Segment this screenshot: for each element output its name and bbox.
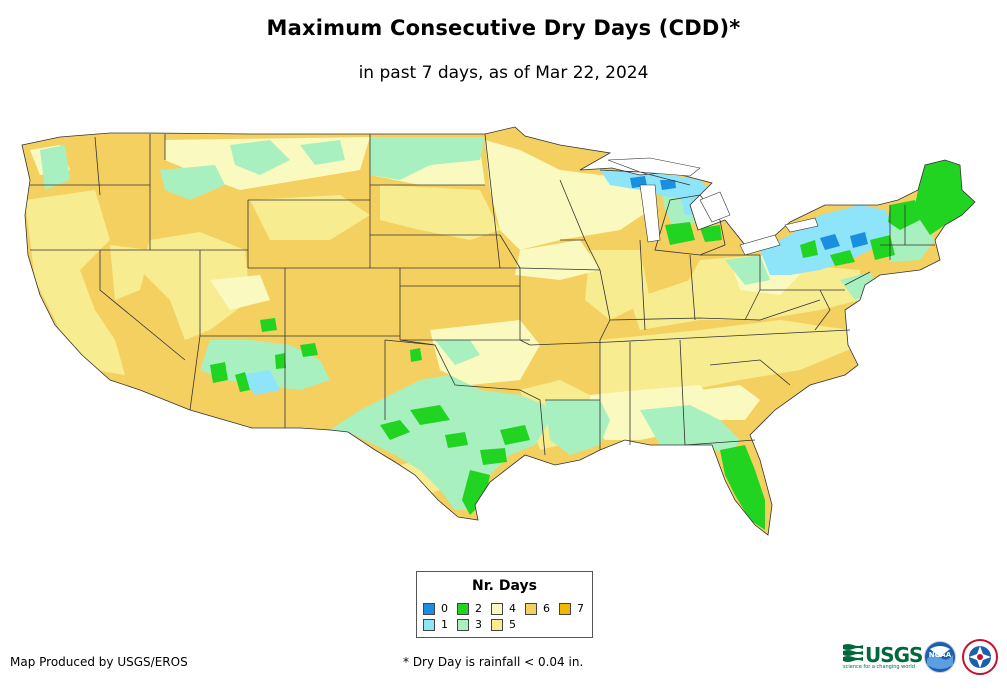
legend-swatch-7 [559, 603, 571, 615]
legend-label-3: 3 [475, 618, 482, 631]
legend-swatch-3 [457, 619, 469, 631]
legend-label-0: 0 [441, 602, 448, 615]
usgs-logo-text: USGS [865, 643, 923, 667]
legend-swatch-2 [457, 603, 469, 615]
legend-label-2: 2 [475, 602, 482, 615]
producer-credit: Map Produced by USGS/EROS [10, 655, 188, 669]
dry-day-footnote: * Dry Day is rainfall < 0.04 in. [403, 655, 584, 669]
usgs-wave-icon [843, 644, 863, 662]
noaa-logo: NOAA [924, 641, 956, 673]
map-title: Maximum Consecutive Dry Days (CDD)* [266, 16, 741, 40]
map-subtitle: in past 7 days, as of Mar 22, 2024 [358, 63, 649, 83]
legend-swatch-4 [491, 603, 503, 615]
legend-label-1: 1 [441, 618, 448, 631]
legend-swatch-5 [491, 619, 503, 631]
cdd-map [21, 126, 976, 536]
legend-swatch-0 [423, 603, 435, 615]
legend-title: Nr. Days [472, 578, 537, 594]
legend-label-5: 5 [509, 618, 516, 631]
legend: Nr. Days 0 1 2 3 4 5 6 7 [416, 571, 593, 638]
legend-swatch-6 [525, 603, 537, 615]
usgs-tagline: science for a changing world [843, 664, 915, 670]
usgs-logo: USGS science for a changing world [843, 641, 923, 670]
legend-swatch-1 [423, 619, 435, 631]
legend-label-4: 4 [509, 602, 516, 615]
legend-label-6: 6 [543, 602, 550, 615]
nws-emblem-icon [962, 639, 998, 675]
legend-label-7: 7 [577, 602, 584, 615]
nws-logo [962, 639, 998, 675]
noaa-emblem-icon [924, 641, 956, 673]
noaa-logo-text: NOAA [928, 651, 952, 659]
